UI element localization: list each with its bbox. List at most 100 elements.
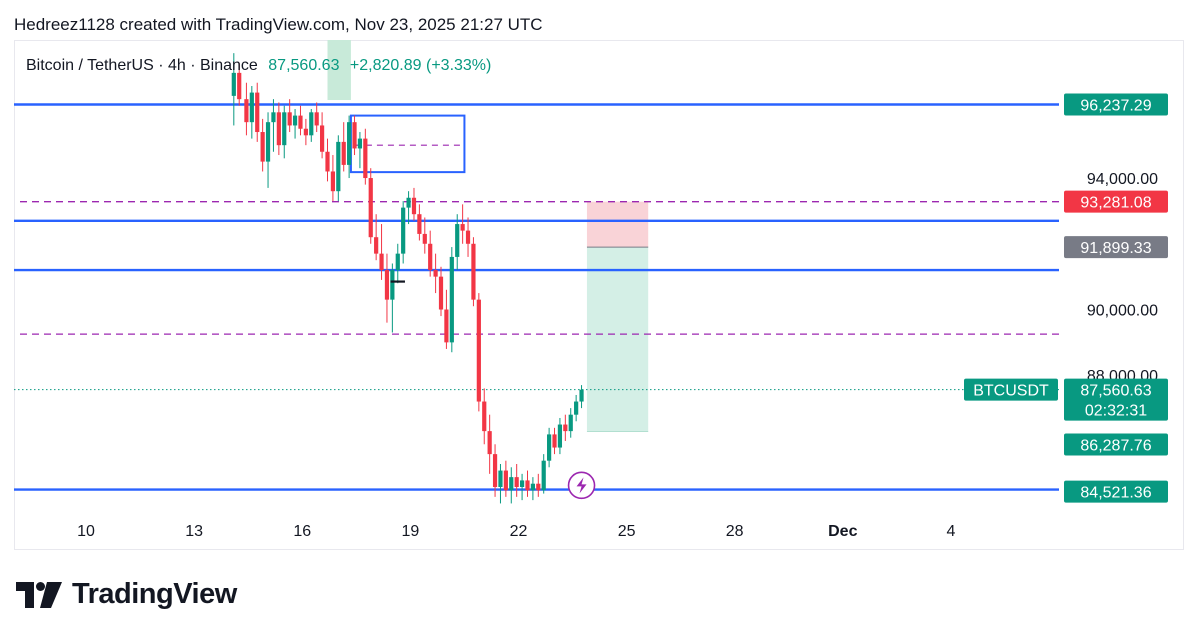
price-label-bg: [1064, 190, 1168, 213]
candle-down: [525, 480, 530, 491]
candle-up: [401, 207, 406, 254]
candle-down: [428, 243, 433, 271]
x-axis-tick: 28: [726, 523, 744, 540]
tradingview-logo[interactable]: TradingView: [16, 578, 237, 611]
candle-down: [363, 138, 368, 179]
candle-down: [341, 141, 346, 165]
x-axis-tick: 25: [618, 523, 636, 540]
candle-down: [330, 171, 336, 192]
stop-loss-zone: [586, 201, 649, 248]
candle-up: [568, 414, 573, 432]
candle-up: [357, 138, 363, 149]
candle-up: [347, 122, 352, 165]
candle-down: [552, 434, 557, 448]
candle-down: [444, 309, 449, 343]
candle-down: [438, 276, 444, 310]
tradingview-logo-icon: [16, 581, 62, 608]
candle-down: [374, 237, 379, 254]
candle-up: [390, 270, 395, 300]
chart-frame: [14, 40, 1184, 550]
candle-up: [498, 470, 503, 487]
candle-up: [231, 72, 236, 96]
candle-up: [406, 197, 411, 208]
legend-symbol: Bitcoin / TetherUS · 4h · Binance: [26, 57, 258, 74]
candle-down: [352, 122, 357, 149]
candle-up: [519, 480, 525, 487]
candle-down: [237, 72, 242, 100]
price-label: 93,281.08: [1080, 195, 1151, 212]
price-label-bg: [1064, 433, 1168, 456]
candle-down: [276, 112, 281, 146]
x-axis-tick: Dec: [828, 523, 857, 540]
y-axis-tick: 94,000.00: [1087, 171, 1158, 188]
chart-attribution: Hedreez1128 created with TradingView.com…: [14, 15, 543, 34]
candle-down: [319, 125, 325, 152]
x-axis-tick: 4: [946, 523, 955, 540]
symbol-legend[interactable]: Bitcoin / TetherUS · 4h · Binance 87,560…: [26, 57, 491, 75]
price-label-bg: [1064, 93, 1168, 116]
x-axis-tick: 10: [77, 523, 95, 540]
last-price-label-bg: [1064, 378, 1168, 421]
candle-up: [574, 401, 579, 415]
take-profit-zone: [586, 247, 649, 432]
candle-up: [455, 224, 460, 257]
highlight-column: [327, 40, 351, 100]
candle-down: [411, 197, 417, 215]
candle-down: [433, 270, 438, 277]
candle-down: [563, 424, 568, 432]
candle-down: [476, 299, 481, 402]
candle-down: [260, 132, 265, 162]
candle-up: [449, 256, 454, 343]
x-axis-tick: 16: [293, 523, 311, 540]
x-axis-tick: 19: [401, 523, 419, 540]
candle-up: [530, 483, 535, 491]
candlestick-chart[interactable]: 10 13 16 19 22 25 28 Dec 494,000.0090,000.0088,0…: [14, 40, 1184, 550]
x-axis-tick: 22: [510, 523, 528, 540]
candle-down: [417, 214, 422, 234]
candle-down: [503, 470, 508, 491]
candle-down: [487, 431, 492, 455]
price-label-bg: [1064, 480, 1168, 503]
candle-down: [536, 483, 541, 491]
candle-up: [509, 477, 514, 491]
candle-up: [579, 389, 584, 402]
candle-down: [325, 151, 330, 172]
zone-box: [349, 114, 466, 174]
candle-down: [314, 112, 319, 126]
candle-up: [395, 253, 400, 271]
price-label: 91,899.33: [1080, 240, 1151, 257]
candle-down: [482, 401, 487, 432]
price-label: 84,521.36: [1080, 485, 1151, 502]
candle-up: [282, 112, 287, 146]
symbol-label: BTCUSDT: [973, 383, 1049, 400]
candle-down: [379, 253, 384, 271]
candle-down: [465, 230, 471, 244]
lightning-icon-glyph: [576, 477, 587, 494]
x-axis-tick: 13: [185, 523, 203, 540]
symbol-label-bg: [964, 378, 1058, 401]
last-price-label: 87,560.63: [1080, 383, 1151, 400]
candle-up: [265, 122, 271, 162]
legend-change: +2,820.89 (+3.33%): [349, 57, 492, 74]
candle-down: [255, 92, 260, 133]
candle-down: [422, 233, 427, 244]
price-label: 96,237.29: [1080, 98, 1151, 115]
candle-down: [471, 243, 476, 300]
candle-up: [292, 115, 298, 126]
candle-down: [460, 224, 465, 231]
tradingview-brand: TradingView: [72, 578, 237, 610]
candle-up: [271, 112, 276, 123]
candle-down: [492, 454, 498, 487]
legend-last-price: 87,560.63: [268, 57, 340, 74]
candle-down: [287, 112, 292, 126]
y-axis-tick: 90,000.00: [1087, 303, 1158, 320]
candle-up: [541, 460, 546, 491]
candle-up: [557, 424, 563, 448]
price-label-bg: [1064, 236, 1168, 259]
candle-up: [249, 92, 254, 123]
candle-down: [384, 270, 390, 300]
candle-down: [368, 178, 373, 238]
candle-down: [244, 99, 249, 123]
price-label: 86,287.76: [1080, 438, 1151, 455]
countdown-label: 02:32:31: [1085, 403, 1147, 420]
